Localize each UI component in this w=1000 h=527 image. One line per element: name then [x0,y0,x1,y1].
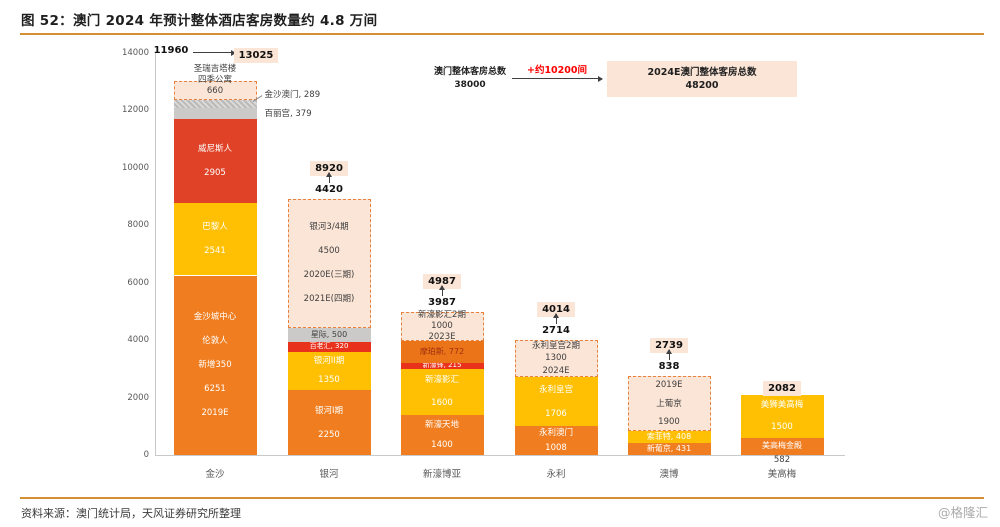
segment-label: 永利澳门 1008 [538,428,573,453]
bar-segment-sands-macao [173,99,257,109]
bar-segment-studio-city: 新濠影汇 1600 [400,368,484,415]
bar-total-label: 4014 [516,297,596,317]
current-total-label: 澳门整体客房总数 [433,67,506,77]
y-tick-label: 4000 [127,335,149,346]
figure-title: 图 52：澳门 2024 年预计整体酒店客房数量约 4.8 万间 [21,13,378,29]
x-category-label: 新濠博亚 [422,469,461,480]
x-category-label: 银河 [319,469,339,480]
segment-label: 新葡京, 431 [646,443,692,453]
segment-label: 银河II期 1350 [313,355,345,385]
bar-segment-parisian: 巴黎人 2541 [173,202,257,276]
bar-segment-wynn-macau: 永利澳门 1008 [514,426,598,455]
bar-segment-galaxy-phase3-4: 银河3/4期 4500 2020E(三期) 2021E(四期) [287,198,371,329]
segment-label: 新濠影汇2期 1000 2023E [418,309,466,342]
bar-below-value: 582 [773,455,791,465]
segment-callout-label: 金沙澳门, 289 [264,90,321,100]
bar-segment-city-of-dreams: 新濠天地 1400 [400,414,484,455]
segment-label: 永利皇宫 1706 [538,384,573,419]
y-tick-label: 6000 [127,277,149,288]
segment-label: 摩珀斯, 772 [419,346,465,356]
bar-current-label: 838 [658,361,680,373]
segment-label: 银河I期 2250 [314,405,343,440]
bar-segment-grand-lisboa-palace: 2019E 上葡京 1900 [627,376,711,431]
segment-label: 新濠影汇 1600 [424,374,459,408]
y-tick-label: 0 [143,450,149,460]
y-axis-line [155,53,156,456]
bar-current-label: 3987 [428,296,456,308]
segment-callout-label: 百丽宫, 379 [264,109,312,119]
arrow-right-icon [193,49,236,56]
y-tick-label: 12000 [121,105,149,116]
bar-segment-plaza [173,108,257,120]
current-total-value: 38000 [454,80,486,90]
bar-segment-studio-city-phase2: 新濠影汇2期 1000 2023E [400,309,484,342]
segment-label: 威尼斯人 2905 [197,143,232,178]
segment-label: 美狮美高梅 1500 [760,400,804,432]
x-category-label: 金沙 [205,469,225,480]
bar-segment-mgm-cotai: 美狮美高梅 1500 [740,395,824,439]
bar-segment-wynn-palace: 永利皇宫 1706 [514,377,598,427]
x-category-label: 永利 [546,469,566,480]
bar-segment-morpheus: 摩珀斯, 772 [400,340,484,363]
bar-total-label: 4987 [402,269,482,289]
delta-label: +约10200间 [526,65,587,76]
arrow-up-icon [666,349,672,361]
target-total-box: 2024E澳门整体客房总数 48200 [607,61,797,97]
bar-current-label: 4420 [315,183,343,195]
arrow-up-icon [553,312,559,324]
bar-segment-sofitel: 索菲特, 408 [627,430,711,443]
title-divider [20,33,984,35]
segment-label: 百老汇, 320 [309,342,349,351]
watermark: @格隆汇 [937,505,988,520]
bar-segment-wynn-palace-phase2: 永利皇宫2期 1300 2024E [514,339,598,378]
y-tick-label: 2000 [127,392,149,403]
bar-current-label: 11960 [153,45,189,56]
current-total-annotation: 澳门整体客房总数 38000 [420,66,520,92]
target-total-value: 48200 [685,80,719,91]
segment-label: 圣瑞吉塔楼 四季公寓 660 [193,63,237,96]
bar-segment-galaxy-phase2: 银河II期 1350 [287,351,371,391]
bar-total-label: 2739 [629,333,709,354]
data-source: 资料来源：澳门统计局，天风证券研究所整理 [21,507,241,520]
bar-segment-venetian: 威尼斯人 2905 [173,119,257,203]
x-category-label: 澳博 [659,469,679,480]
segment-label: 巴黎人 2541 [202,222,228,256]
segment-label: 新濠天地 1400 [424,419,459,450]
bar-segment-grand-lisboa: 新葡京, 431 [627,442,711,455]
segment-label: 金沙城中心 伦敦人 新增350 6251 2019E [193,312,237,419]
bar-total-label: 13025 [233,43,279,63]
flow-arrow-icon [512,75,603,82]
bar-segment-altira: 新濠锋, 215 [400,361,484,370]
bar-total-label: 8920 [289,156,369,176]
segment-label: 新濠锋, 215 [422,361,462,370]
segment-label: 银河3/4期 4500 2020E(三期) 2021E(四期) [303,222,355,305]
bar-segment-starworld: 星际, 500 [287,328,371,343]
x-axis-line [155,455,845,456]
footer-divider [20,497,984,499]
y-tick-label: 8000 [127,220,149,231]
bar-segment-galaxy-phase1: 银河I期 2250 [287,390,371,455]
bar-current-label: 2714 [542,324,570,336]
arrow-up-icon [439,284,445,296]
segment-label: 美高梅金殿 [762,441,802,451]
bar-segment-sands-cotai-central-londoner: 金沙城中心 伦敦人 新增350 6251 2019E [173,275,257,455]
segment-label: 星际, 500 [310,330,348,340]
x-category-label: 美高梅 [767,469,797,480]
segment-label: 索菲特, 408 [646,431,692,441]
bar-segment-mgm-macau: 美高梅金殿 [740,438,824,455]
segment-label: 永利皇宫2期 1300 2024E [532,340,580,376]
bar-segment-broadway: 百老汇, 320 [287,342,371,352]
y-tick-label: 14000 [121,48,149,58]
arrow-up-icon [326,171,332,183]
y-tick-label: 10000 [121,162,149,173]
segment-label: 2019E 上葡京 1900 [655,380,683,427]
bar-total-label: 2082 [742,376,822,397]
target-total-label: 2024E澳门整体客房总数 [647,67,757,78]
bar-segment-st-regis-four-seasons: 圣瑞吉塔楼 四季公寓 660 [173,64,257,100]
